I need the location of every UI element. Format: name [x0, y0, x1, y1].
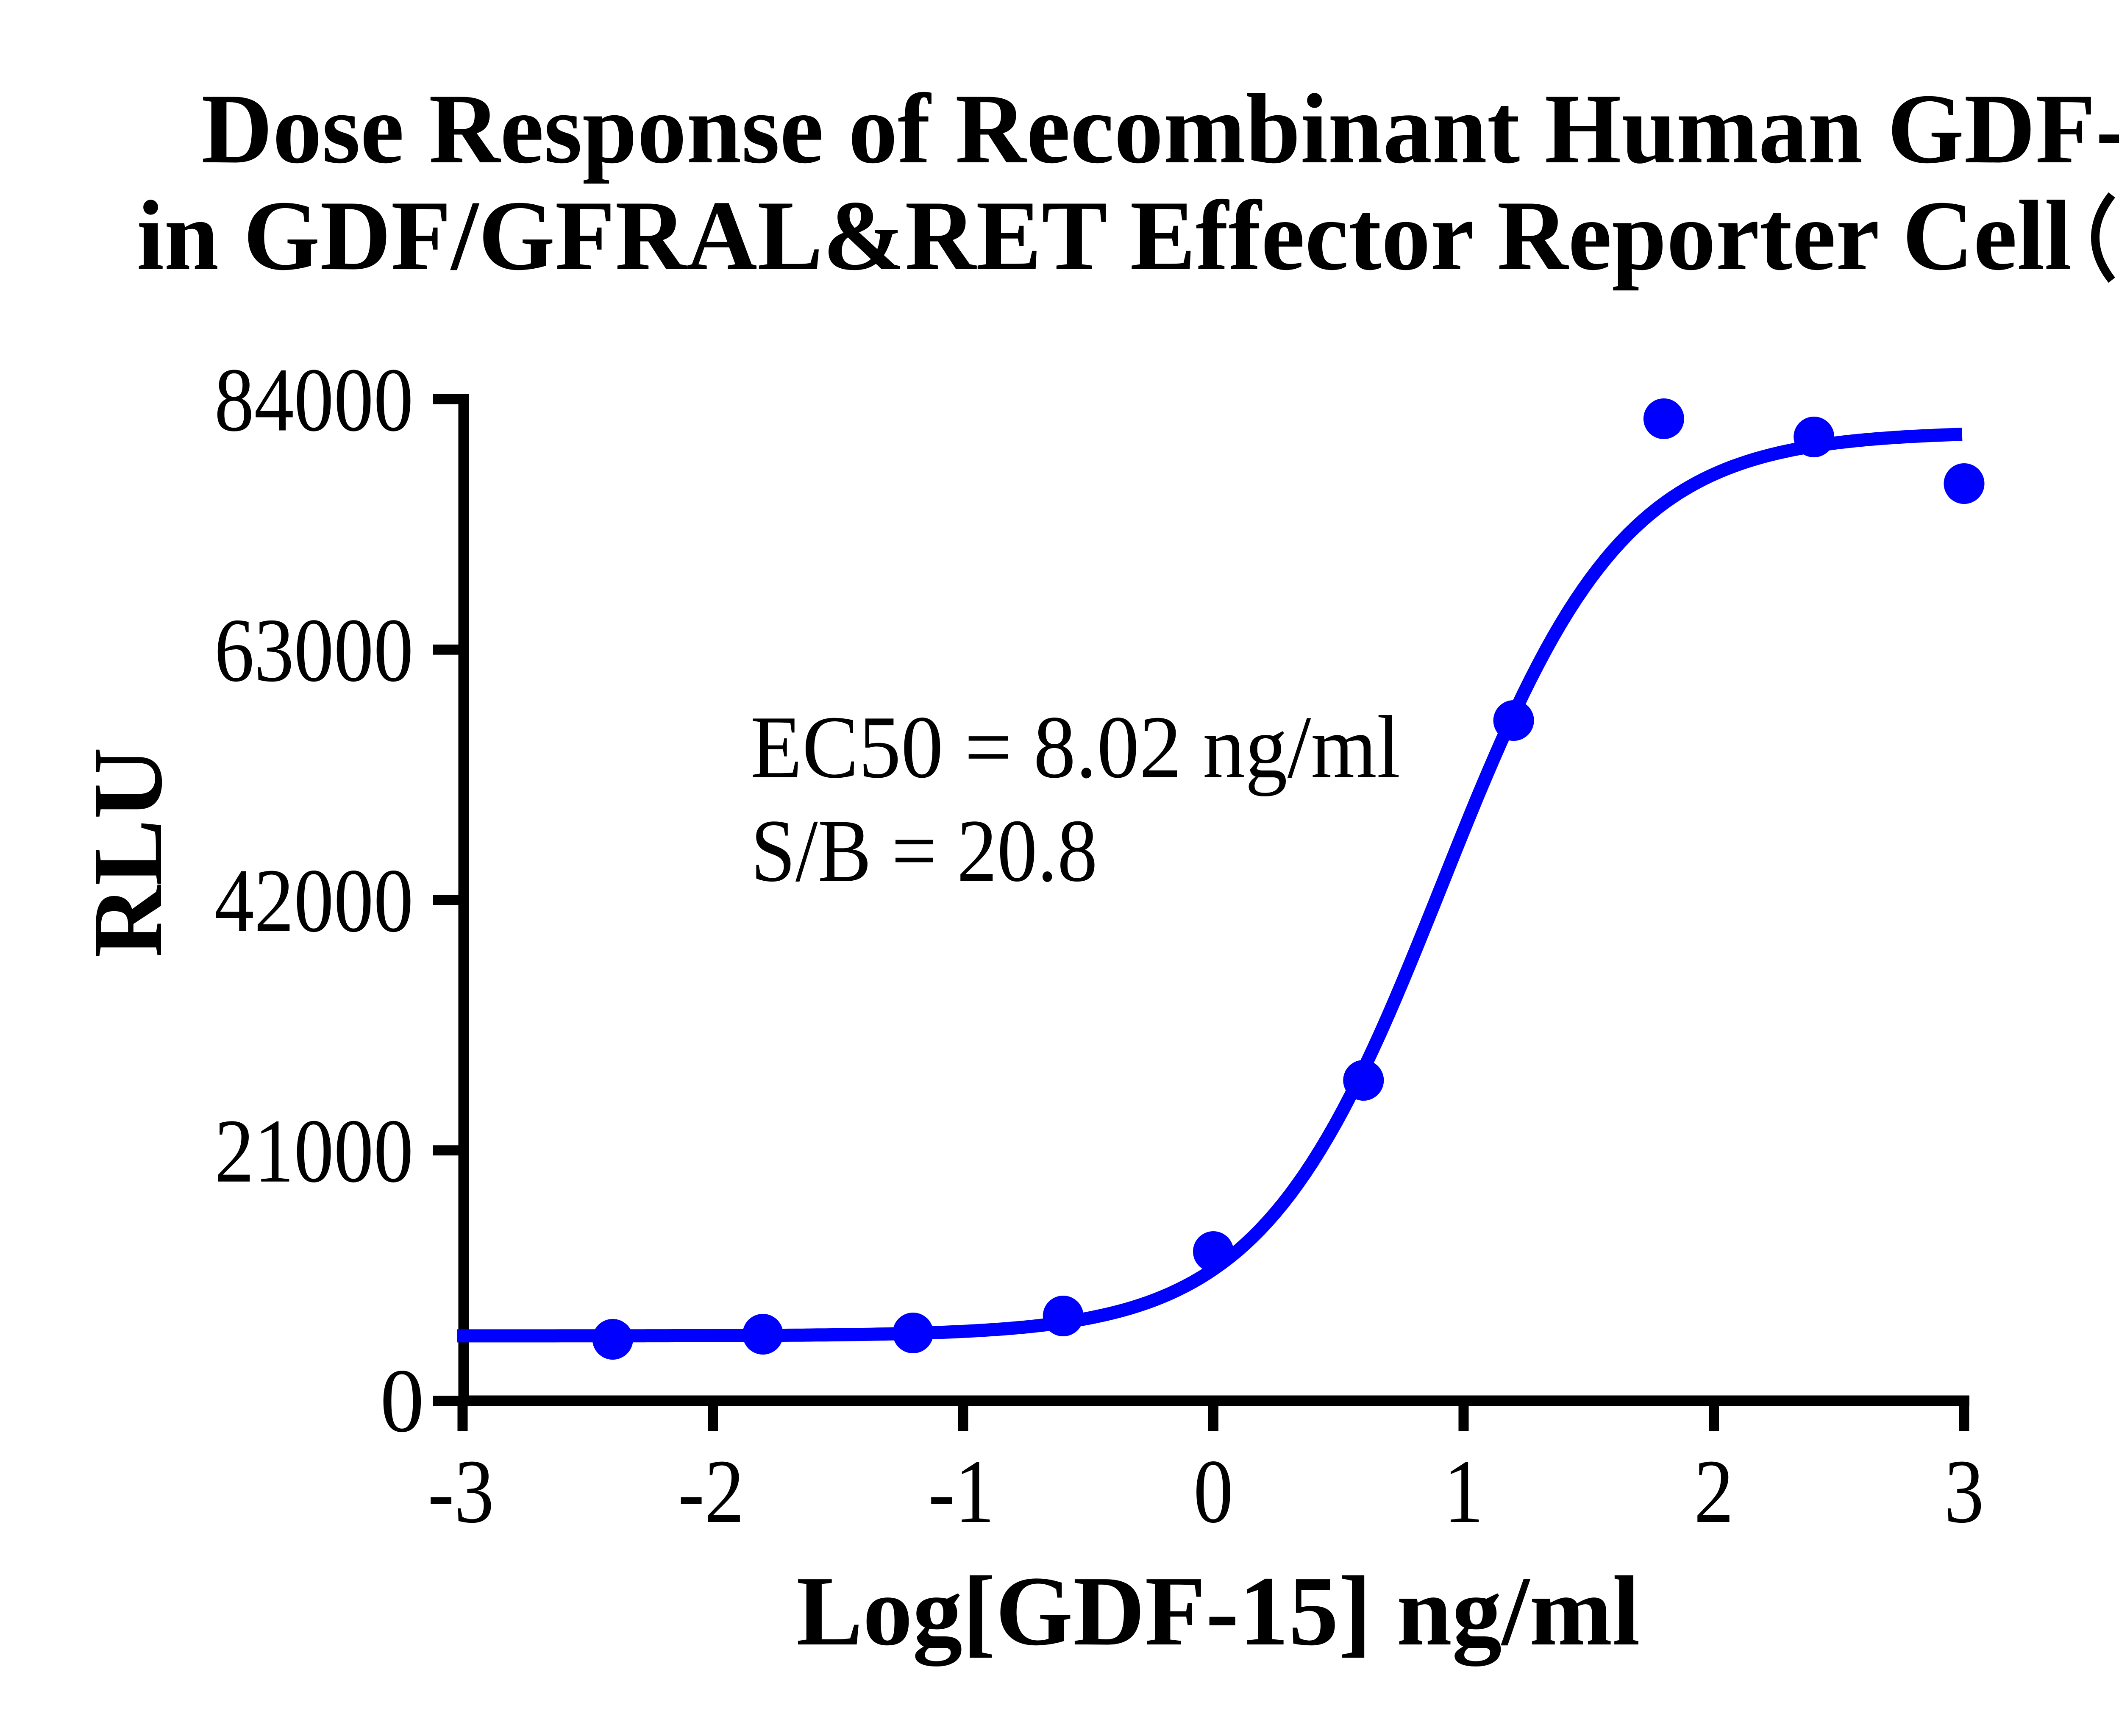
svg-text:21000: 21000 — [214, 1100, 414, 1202]
svg-text:EC50 = 8.02 ng/ml: EC50 = 8.02 ng/ml — [751, 698, 1401, 797]
svg-text:-2: -2 — [678, 1441, 745, 1542]
svg-text:in GDF/GFRAL&RET Effector Repo: in GDF/GFRAL&RET Effector Reporter Cell — [137, 180, 2072, 291]
svg-text:0: 0 — [380, 1350, 424, 1451]
svg-text:-3: -3 — [428, 1441, 494, 1542]
svg-text:0: 0 — [1193, 1441, 1233, 1542]
svg-text:2: 2 — [1694, 1441, 1734, 1542]
svg-text:Dose Response of Recombinant H: Dose Response of Recombinant Human GDF-1… — [201, 73, 2119, 184]
svg-text:-1: -1 — [928, 1441, 995, 1542]
svg-text:3: 3 — [1944, 1441, 1984, 1542]
svg-text:S/B = 20.8: S/B = 20.8 — [751, 801, 1098, 901]
svg-text:84000: 84000 — [214, 349, 414, 451]
svg-text:Log[GDF-15] ng/ml: Log[GDF-15] ng/ml — [796, 1556, 1640, 1666]
svg-text:63000: 63000 — [214, 600, 414, 701]
svg-text:1: 1 — [1444, 1441, 1484, 1542]
svg-text:42000: 42000 — [214, 850, 414, 951]
svg-text:RLU: RLU — [72, 747, 183, 957]
